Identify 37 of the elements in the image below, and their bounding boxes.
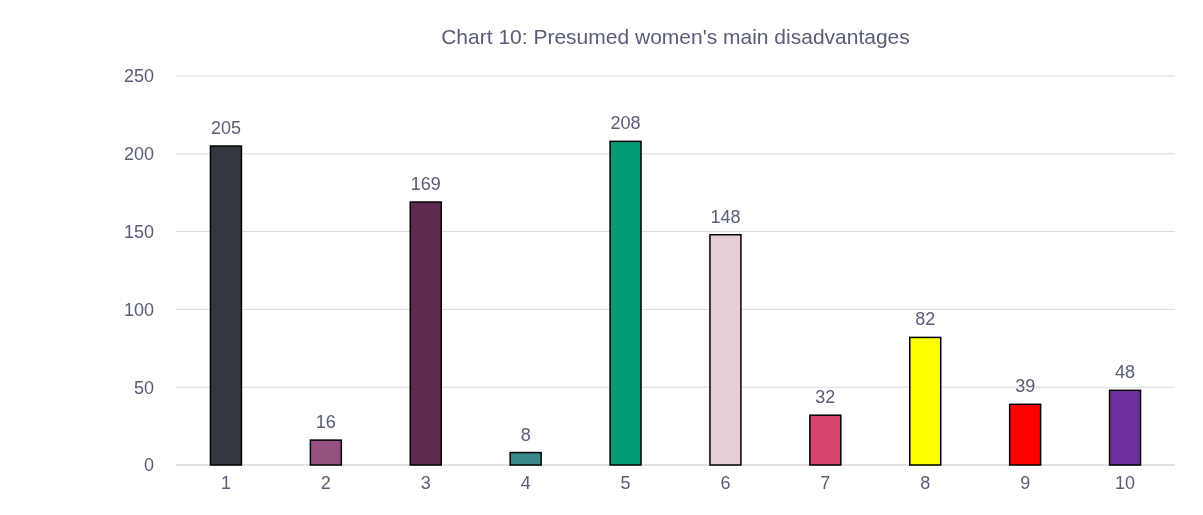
data-label: 208 bbox=[610, 113, 641, 134]
x-tick-label: 1 bbox=[220, 473, 231, 493]
bar bbox=[709, 233, 742, 466]
data-label: 48 bbox=[1115, 362, 1136, 383]
bar bbox=[909, 336, 942, 466]
data-label: 16 bbox=[315, 412, 336, 433]
x-tick-label: 7 bbox=[820, 473, 831, 493]
bar bbox=[309, 439, 343, 466]
chart-title: Chart 10: Presumed women's main disadvantages bbox=[441, 25, 910, 48]
x-tick-label: 8 bbox=[920, 473, 931, 493]
y-tick-label: 100 bbox=[123, 299, 154, 320]
x-tick-label: 10 bbox=[1115, 473, 1136, 493]
y-tick-label: 250 bbox=[123, 66, 154, 87]
bar bbox=[609, 140, 642, 466]
data-label: 205 bbox=[210, 118, 241, 139]
x-tick-label: 5 bbox=[620, 473, 631, 493]
y-tick-label: 0 bbox=[143, 455, 154, 476]
bar bbox=[809, 414, 842, 466]
x-tick-label: 2 bbox=[320, 473, 331, 493]
x-tick-label: 9 bbox=[1020, 473, 1031, 493]
data-label: 82 bbox=[915, 309, 936, 330]
x-tick-label: 4 bbox=[520, 473, 531, 493]
data-label: 39 bbox=[1015, 376, 1036, 397]
data-label: 8 bbox=[520, 424, 531, 445]
bar bbox=[1008, 403, 1042, 466]
y-tick-label: 50 bbox=[133, 377, 154, 398]
bar bbox=[1108, 389, 1142, 466]
data-label: 32 bbox=[815, 387, 836, 408]
bar bbox=[209, 145, 243, 466]
x-tick-label: 6 bbox=[720, 473, 731, 493]
bar bbox=[409, 201, 442, 466]
y-tick-label: 200 bbox=[123, 144, 154, 165]
y-tick-label: 150 bbox=[123, 221, 154, 242]
data-label: 148 bbox=[710, 206, 741, 227]
data-label: 169 bbox=[410, 174, 441, 195]
bar bbox=[509, 451, 542, 466]
x-tick-label: 3 bbox=[420, 473, 431, 493]
